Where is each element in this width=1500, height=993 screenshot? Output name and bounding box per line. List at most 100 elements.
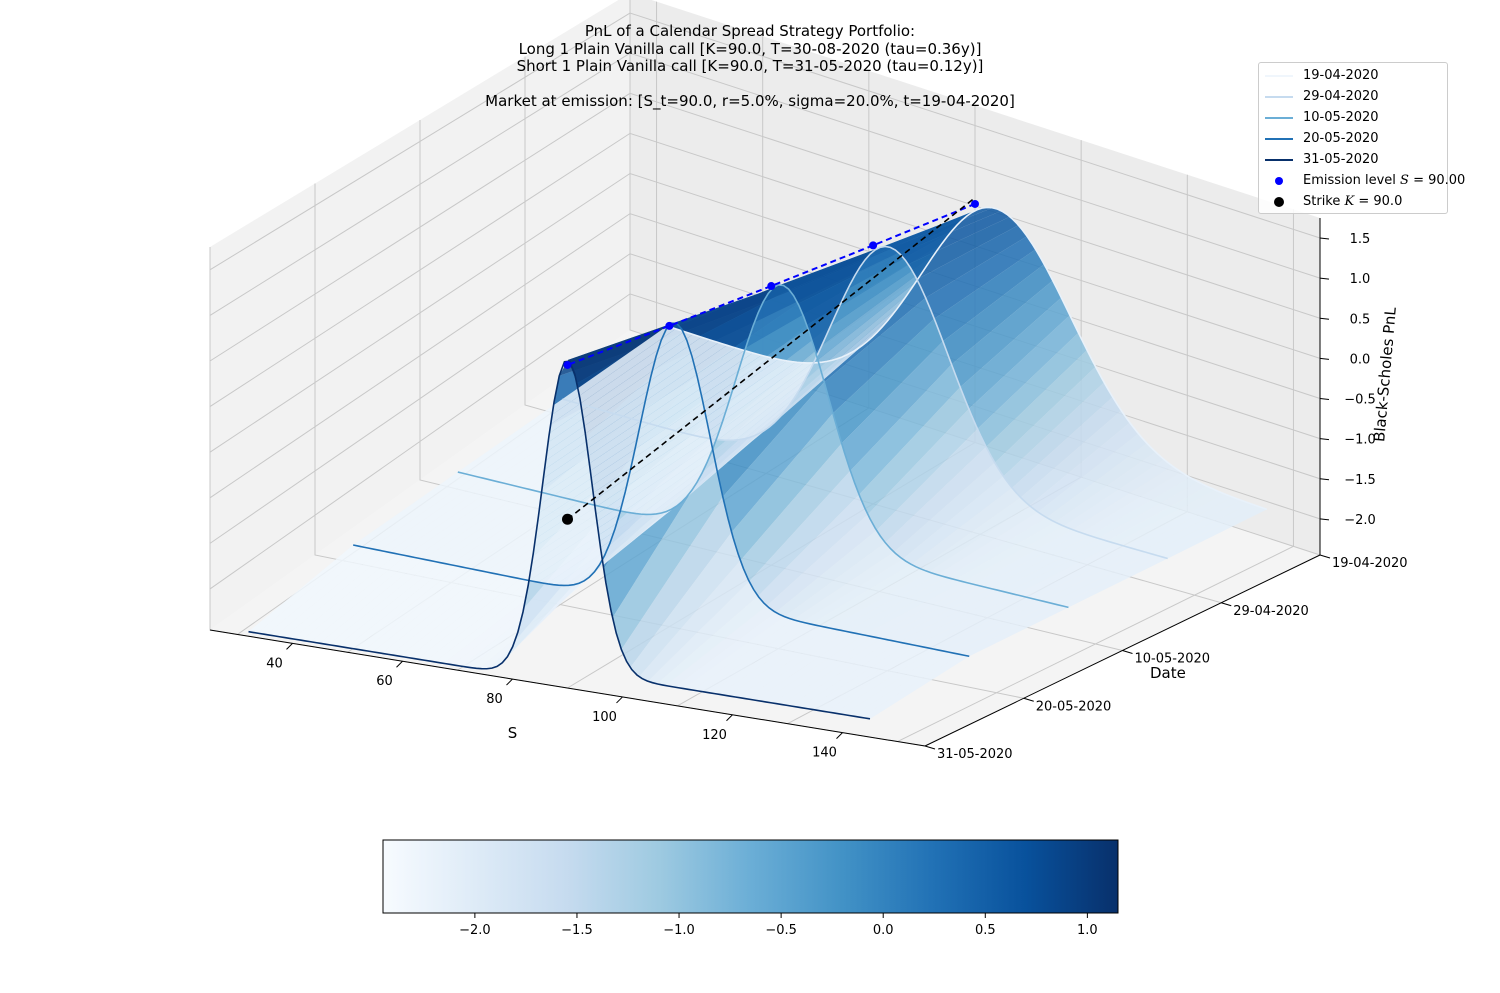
surface-patch [841, 341, 952, 471]
s-tick [396, 660, 403, 668]
surface-patch [899, 210, 1010, 265]
date-tick-label: 10-05-2020 [1135, 652, 1211, 667]
grid-line-pnl [209, 132, 1321, 408]
s-tick [506, 678, 513, 686]
surface-patch [449, 495, 563, 567]
surface-patch [346, 564, 459, 649]
date-tick [1122, 650, 1133, 654]
surface-patch [731, 413, 842, 561]
surface-patch [1051, 553, 1160, 606]
grid-line-pnl [209, 92, 1321, 362]
legend-swatch-line [1265, 96, 1293, 98]
surface-patch [370, 476, 484, 551]
surface-patch [955, 522, 1064, 582]
surface-patch [588, 434, 701, 506]
surface-patch [825, 647, 935, 714]
surface-patch [683, 616, 794, 691]
surface-patch [623, 345, 736, 419]
surface-patch [511, 509, 624, 579]
surface-patch [275, 550, 389, 638]
surface-patch [951, 603, 1060, 655]
surface-patch [916, 225, 1028, 298]
surface-patch [758, 494, 868, 606]
s-tick-label: 100 [592, 710, 617, 725]
surface-patch [837, 574, 947, 632]
surface-patch [397, 482, 511, 556]
pnl-tick [1319, 357, 1330, 360]
legend-label: 31-05-2020 [1303, 152, 1379, 167]
surface-patch [257, 546, 371, 635]
strike-dot-icon [1274, 197, 1284, 207]
level-markers [562, 197, 979, 525]
surface-patch [361, 474, 476, 549]
surface-patch [1081, 472, 1190, 536]
surface-patch [678, 284, 790, 343]
legend-entry: 19-04-2020 [1259, 65, 1449, 86]
surface-patch [819, 568, 929, 628]
emission-level-dot [767, 282, 776, 291]
pnl-tick-label: −1.0 [1344, 433, 1376, 448]
surface-patch [292, 553, 406, 641]
legend-entry: 20-05-2020 [1259, 128, 1449, 149]
surface-patch [778, 317, 890, 419]
surface-patch [1107, 486, 1216, 544]
emission-level-dot [869, 241, 878, 250]
surface-patch [621, 496, 732, 668]
surface-patch [1115, 490, 1225, 547]
title-line-1: PnL of a Calendar Spread Strategy Portfo… [584, 22, 916, 40]
surface-patch [434, 582, 547, 664]
colorbar-tick-label: −1.0 [663, 923, 695, 938]
date-tick [924, 745, 936, 750]
surface-patch [872, 584, 982, 639]
series-line-19-04-2020 [666, 206, 1268, 511]
surface-patch [902, 476, 1013, 565]
surface-patch [579, 331, 693, 407]
surface-patch [942, 264, 1053, 365]
surface-patch [301, 555, 415, 642]
surface-patch [426, 580, 538, 662]
surface-patch [1055, 451, 1165, 527]
series-line-20-05-2020 [353, 322, 970, 658]
surface-patch [656, 596, 767, 686]
surface-patch [1020, 410, 1130, 506]
surface-patch [813, 269, 925, 364]
surface-patch [441, 493, 554, 565]
emission-level-dot [971, 199, 979, 208]
surface-patch [885, 446, 995, 553]
grid-line-pnl [209, 172, 1321, 453]
surface-patch [597, 337, 710, 412]
surface-patch [1024, 546, 1134, 599]
surface-patch [328, 561, 442, 647]
surface-patch [405, 484, 519, 558]
pnl-surface [248, 207, 1267, 719]
surface-patch [612, 455, 723, 650]
surface-patch [510, 413, 624, 487]
s-tick-label: 140 [812, 746, 837, 761]
surface-patch [867, 408, 978, 531]
surface-patch [502, 507, 615, 578]
surface-patch [483, 406, 598, 481]
surface-patch [719, 625, 829, 696]
surface-patch [763, 634, 873, 703]
surface-patch [571, 430, 684, 502]
pnl-tick [1319, 277, 1330, 280]
date-tick-label: 31-05-2020 [937, 747, 1013, 762]
surface-patch [795, 294, 908, 396]
surface-patch [1063, 459, 1173, 530]
legend-label: 29-04-2020 [1303, 89, 1379, 104]
surface-patch [772, 636, 882, 705]
series-line-31-05-2020 [248, 360, 871, 720]
surface-patch [934, 598, 1043, 651]
surface-patch [960, 297, 1070, 409]
surface-patch [588, 334, 702, 409]
legend-label: 20-05-2020 [1303, 131, 1379, 146]
surface-patch [893, 462, 1004, 560]
surface-patch [1124, 493, 1233, 549]
surface-patch [423, 488, 537, 562]
title-line-5: Market at emission: [S_t=90.0, r=5.0%, s… [485, 92, 1015, 110]
surface-patch [458, 497, 572, 569]
surface-patch [824, 297, 935, 414]
surface-patch [310, 557, 424, 644]
surface-patch [388, 480, 502, 554]
